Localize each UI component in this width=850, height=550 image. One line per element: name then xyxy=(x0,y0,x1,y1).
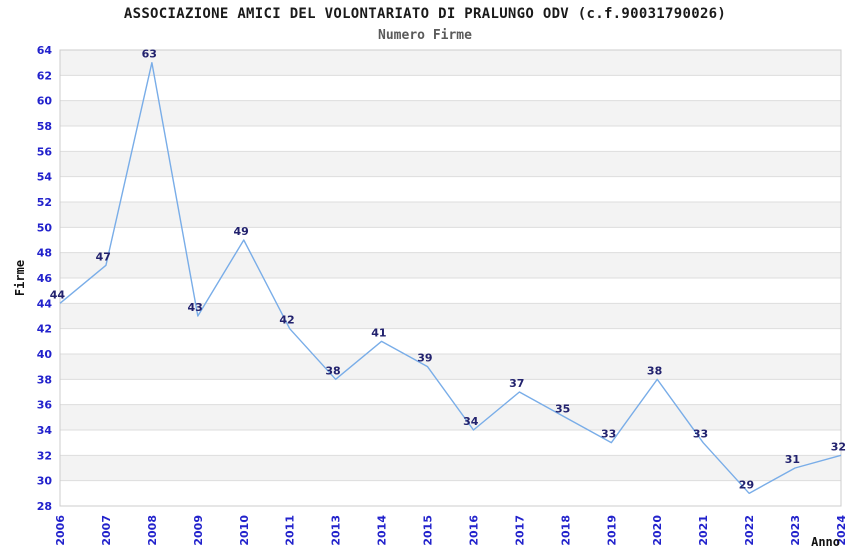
y-tick-label: 32 xyxy=(37,449,52,462)
data-label: 33 xyxy=(693,428,708,441)
grid-band xyxy=(60,151,841,177)
grid-band xyxy=(60,202,841,228)
y-tick-label: 52 xyxy=(37,196,52,209)
grid-band xyxy=(60,354,841,380)
y-tick-label: 60 xyxy=(37,95,53,108)
y-tick-label: 30 xyxy=(37,475,53,488)
y-tick-label: 62 xyxy=(37,69,52,82)
data-label: 43 xyxy=(188,301,203,314)
data-label: 35 xyxy=(555,402,570,415)
chart-title: ASSOCIAZIONE AMICI DEL VOLONTARIATO DI P… xyxy=(123,6,727,22)
y-tick-label: 58 xyxy=(37,120,52,133)
x-tick-label: 2010 xyxy=(238,515,251,546)
x-tick-label: 2011 xyxy=(284,515,297,546)
grid-band xyxy=(60,252,841,278)
series-line xyxy=(59,61,842,495)
y-tick-label: 64 xyxy=(37,44,53,57)
x-tick-label: 2006 xyxy=(54,515,67,546)
data-label: 34 xyxy=(463,415,479,428)
x-tick-label: 2019 xyxy=(605,515,618,546)
x-tick-label: 2008 xyxy=(146,515,159,546)
y-tick-label: 28 xyxy=(37,500,52,513)
x-tick-label: 2017 xyxy=(513,515,526,546)
data-label: 47 xyxy=(96,250,111,263)
data-label: 37 xyxy=(509,377,524,390)
grid-band xyxy=(60,455,841,481)
x-tick-label: 2016 xyxy=(467,515,480,546)
chart-subtitle: Numero Firme xyxy=(378,28,472,43)
data-label: 41 xyxy=(371,326,386,339)
data-label: 33 xyxy=(601,428,616,441)
y-tick-label: 42 xyxy=(37,323,52,336)
x-tick-label: 2022 xyxy=(743,515,756,546)
data-label: 39 xyxy=(417,352,432,365)
grid-band xyxy=(60,404,841,430)
x-tick-label: 2014 xyxy=(376,515,389,546)
x-tick-label: 2024 xyxy=(835,515,848,546)
y-tick-label: 38 xyxy=(37,373,52,386)
plot-border xyxy=(59,49,842,507)
y-tick-label: 54 xyxy=(37,171,53,184)
x-tick-label: 2023 xyxy=(789,515,802,546)
x-tick-label: 2013 xyxy=(330,515,343,546)
x-tick-label: 2021 xyxy=(697,515,710,546)
data-label: 49 xyxy=(233,225,248,238)
x-axis-title: Anno xyxy=(811,535,840,549)
data-label: 42 xyxy=(279,314,294,327)
y-tick-label: 56 xyxy=(37,145,53,158)
y-tick-label: 48 xyxy=(37,247,52,260)
data-label: 29 xyxy=(739,478,754,491)
data-label: 38 xyxy=(647,364,662,377)
data-label: 32 xyxy=(831,440,846,453)
y-tick-label: 50 xyxy=(37,221,53,234)
y-axis-title: Firme xyxy=(13,260,27,296)
grid-band xyxy=(60,100,841,126)
y-tick-label: 34 xyxy=(37,424,53,437)
grid-band xyxy=(60,50,841,76)
grid-band xyxy=(60,303,841,329)
y-tick-label: 36 xyxy=(37,399,53,412)
x-tick-label: 2009 xyxy=(192,515,205,546)
data-label: 44 xyxy=(50,288,66,301)
data-label: 31 xyxy=(785,453,800,466)
y-tick-label: 40 xyxy=(37,348,53,361)
data-label: 63 xyxy=(142,48,157,61)
x-tick-label: 2020 xyxy=(651,515,664,546)
x-tick-label: 2007 xyxy=(100,515,113,546)
x-tick-label: 2018 xyxy=(559,515,572,546)
data-label: 38 xyxy=(325,364,340,377)
y-tick-label: 46 xyxy=(37,272,53,285)
x-tick-label: 2015 xyxy=(422,515,435,546)
y-tick-label: 44 xyxy=(37,297,53,310)
